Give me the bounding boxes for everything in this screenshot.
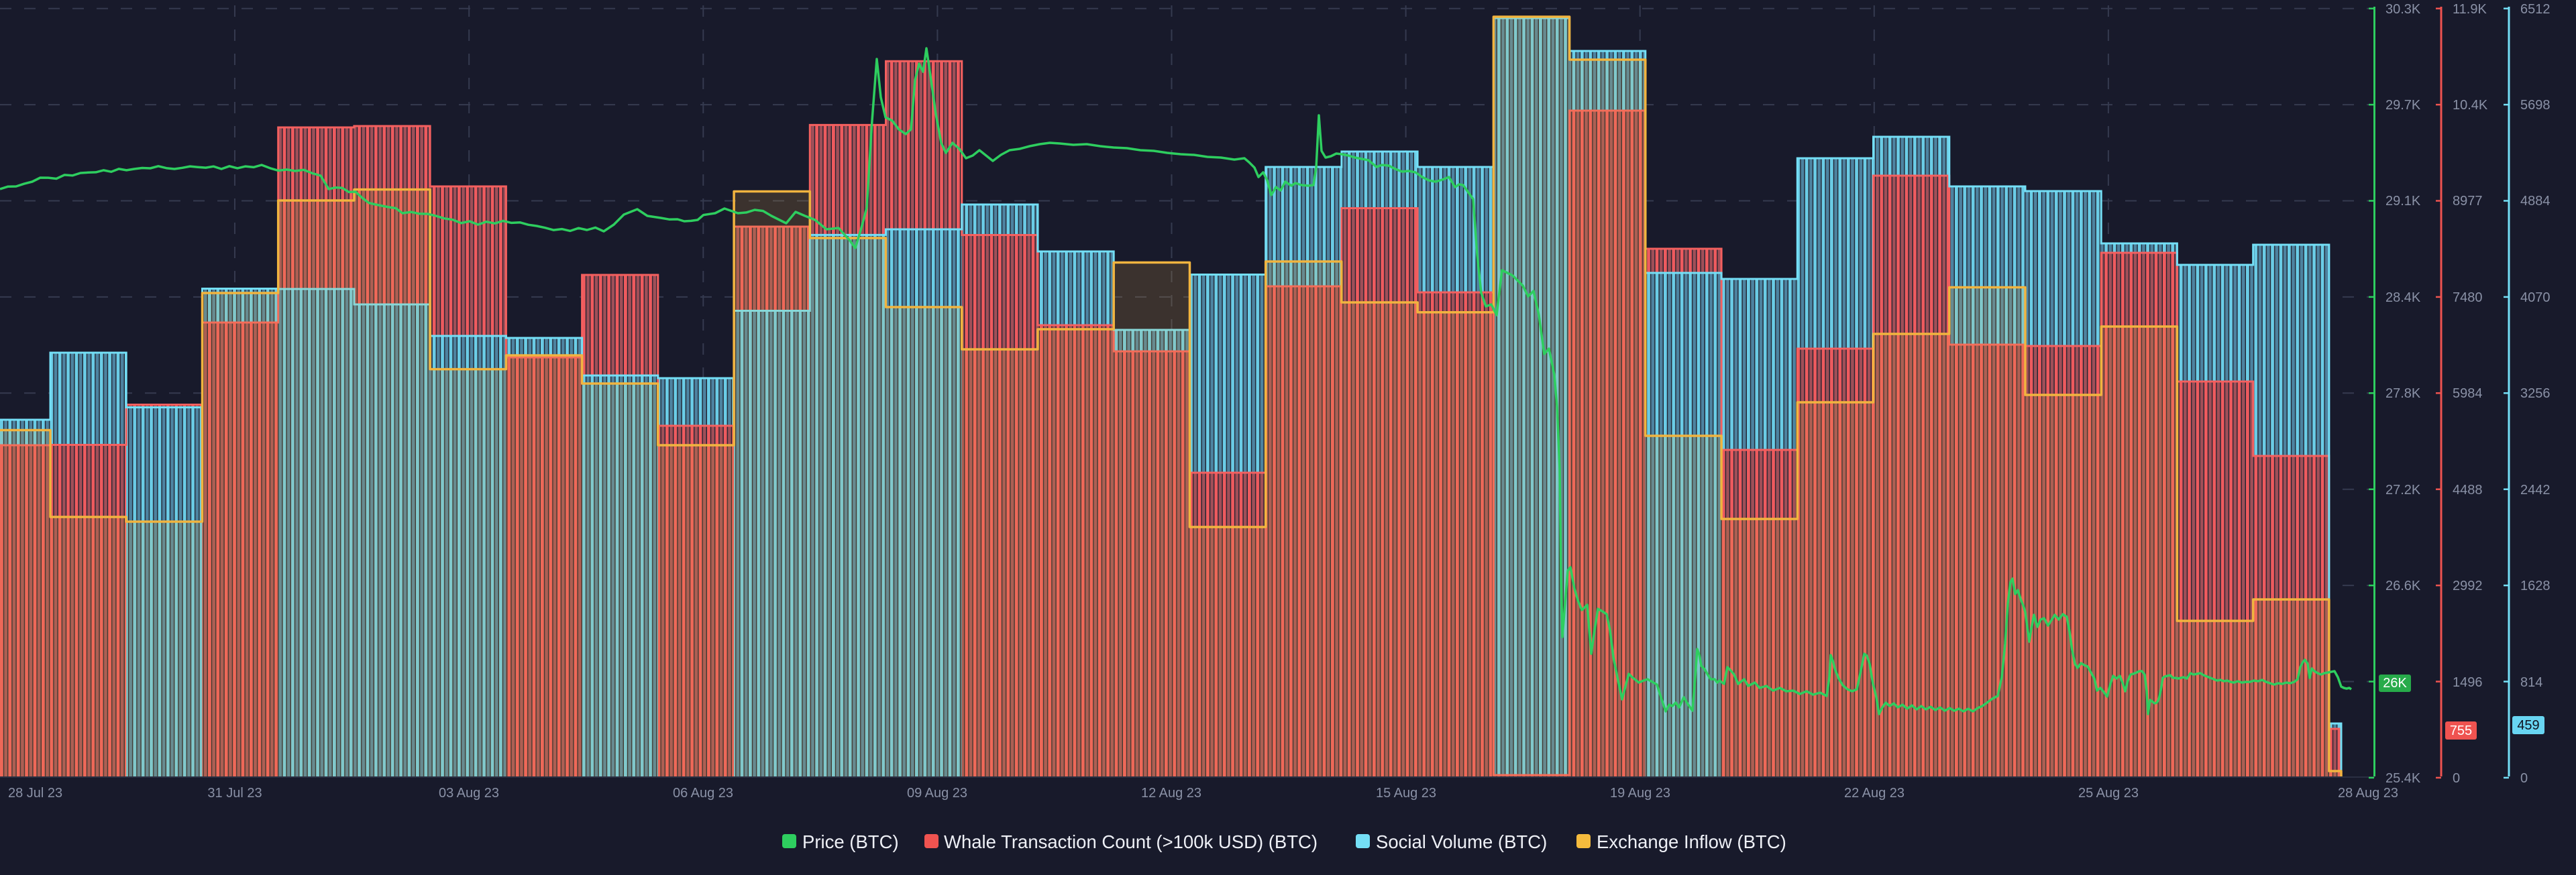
svg-text:1496: 1496 [2453,675,2483,690]
svg-text:4884: 4884 [2520,194,2551,209]
svg-text:755: 755 [2450,723,2472,738]
svg-text:5984: 5984 [2453,386,2483,401]
svg-text:814: 814 [2520,675,2542,690]
svg-text:0: 0 [2520,771,2528,786]
svg-text:06 Aug 23: 06 Aug 23 [673,786,733,801]
svg-text:2442: 2442 [2520,483,2551,498]
svg-text:27.2K: 27.2K [2385,483,2421,498]
svg-text:8977: 8977 [2453,194,2483,209]
svg-text:25.4K: 25.4K [2385,771,2421,786]
svg-text:3256: 3256 [2520,386,2551,401]
svg-text:28.4K: 28.4K [2385,290,2421,305]
svg-text:29.7K: 29.7K [2385,98,2421,113]
svg-text:2992: 2992 [2453,579,2483,593]
svg-text:09 Aug 23: 09 Aug 23 [907,786,967,801]
svg-text:10.4K: 10.4K [2453,98,2488,113]
svg-text:459: 459 [2517,718,2539,733]
svg-text:Price (BTC): Price (BTC) [802,831,899,852]
svg-text:25 Aug 23: 25 Aug 23 [2078,786,2139,801]
svg-text:5698: 5698 [2520,98,2551,113]
svg-text:Exchange Inflow (BTC): Exchange Inflow (BTC) [1597,831,1786,852]
svg-text:15 Aug 23: 15 Aug 23 [1376,786,1436,801]
svg-text:12 Aug 23: 12 Aug 23 [1141,786,1201,801]
svg-text:03 Aug 23: 03 Aug 23 [439,786,499,801]
svg-text:Whale Transaction Count (>100k: Whale Transaction Count (>100k USD) (BTC… [944,831,1318,852]
svg-text:4070: 4070 [2520,290,2551,305]
svg-text:6512: 6512 [2520,2,2551,17]
svg-text:28 Jul 23: 28 Jul 23 [8,786,62,801]
svg-text:Social Volume (BTC): Social Volume (BTC) [1376,831,1547,852]
svg-text:30.3K: 30.3K [2385,2,2421,17]
svg-text:1628: 1628 [2520,579,2551,593]
svg-text:11.9K: 11.9K [2453,2,2487,17]
svg-text:4488: 4488 [2453,483,2483,498]
svg-text:0: 0 [2453,771,2460,786]
svg-text:26.6K: 26.6K [2385,579,2421,593]
svg-text:29.1K: 29.1K [2385,194,2421,209]
svg-text:7480: 7480 [2453,290,2483,305]
svg-text:19 Aug 23: 19 Aug 23 [1610,786,1670,801]
svg-text:28 Aug 23: 28 Aug 23 [2338,786,2398,801]
svg-text:22 Aug 23: 22 Aug 23 [1844,786,1904,801]
svg-text:27.8K: 27.8K [2385,386,2421,401]
svg-text:26K: 26K [2383,676,2407,691]
svg-text:31 Jul 23: 31 Jul 23 [207,786,262,801]
